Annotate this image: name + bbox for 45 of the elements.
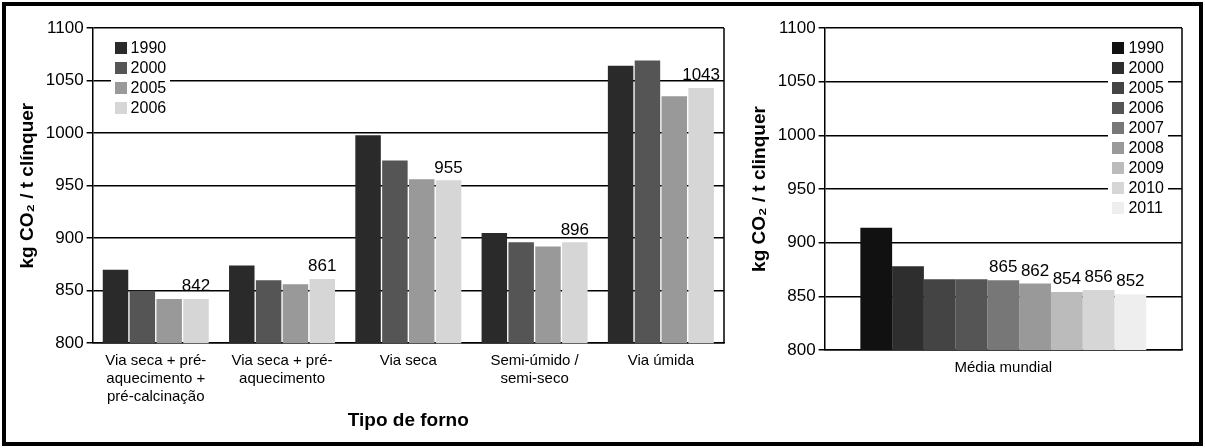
y-axis-title: kg CO₂ / t clínquer bbox=[15, 102, 37, 269]
legend-label: 2000 bbox=[130, 58, 167, 78]
x-tick-label: Média mundial bbox=[954, 358, 1053, 376]
y-tick-label: 900 bbox=[55, 227, 84, 247]
legend-label: 2000 bbox=[1128, 58, 1164, 78]
data-label: 862 bbox=[1020, 260, 1050, 280]
legend-label: 1990 bbox=[130, 38, 167, 58]
y-tick-label: 1050 bbox=[777, 71, 816, 91]
y-axis-title: kg CO₂ / t clinquer bbox=[747, 105, 769, 272]
legend-label: 2005 bbox=[1128, 78, 1164, 98]
x-axis-title: Tipo de forno bbox=[347, 408, 469, 430]
legend-label: 2008 bbox=[1128, 138, 1164, 158]
y-tick-label: 800 bbox=[55, 332, 84, 352]
legend-label: 1990 bbox=[1128, 38, 1164, 58]
data-label: 856 bbox=[1084, 267, 1113, 287]
x-tick-label: Via úmida bbox=[627, 351, 695, 369]
data-label: 865 bbox=[989, 257, 1018, 277]
data-label: 955 bbox=[434, 157, 463, 177]
data-label: 861 bbox=[308, 256, 337, 276]
y-tick-label: 1100 bbox=[779, 17, 816, 37]
legend-label: 2009 bbox=[1128, 158, 1164, 178]
y-tick-label: 950 bbox=[787, 178, 816, 198]
y-tick-label: 1100 bbox=[47, 17, 84, 37]
y-tick-label: 850 bbox=[787, 286, 816, 306]
legend-label: 2005 bbox=[130, 78, 167, 98]
x-tick-label: Via seca bbox=[379, 351, 438, 369]
data-label: 896 bbox=[560, 219, 590, 239]
y-tick-label: 950 bbox=[55, 175, 84, 195]
legend-label: 2006 bbox=[130, 98, 167, 118]
y-tick-label: 800 bbox=[787, 339, 816, 359]
legend-label: 2010 bbox=[1128, 178, 1164, 198]
x-tick-label: Via seca + pré-aquecimento + pré-calcinação bbox=[105, 351, 207, 405]
data-label: 854 bbox=[1052, 269, 1082, 289]
data-label: 1043 bbox=[682, 65, 721, 85]
legend-label: 2006 bbox=[1128, 98, 1164, 118]
x-tick-label: Via seca + pré-aquecimento bbox=[231, 351, 333, 387]
y-tick-label: 1000 bbox=[45, 122, 84, 142]
y-tick-label: 1050 bbox=[45, 70, 84, 90]
y-tick-label: 900 bbox=[787, 232, 816, 252]
y-tick-label: 850 bbox=[55, 280, 84, 300]
legend-label: 2007 bbox=[1128, 118, 1164, 138]
y-tick-label: 1000 bbox=[777, 125, 816, 145]
legend-label: 2011 bbox=[1128, 198, 1163, 218]
x-tick-label: Semi-úmido / semi-seco bbox=[490, 351, 580, 387]
data-label: 852 bbox=[1116, 271, 1145, 291]
